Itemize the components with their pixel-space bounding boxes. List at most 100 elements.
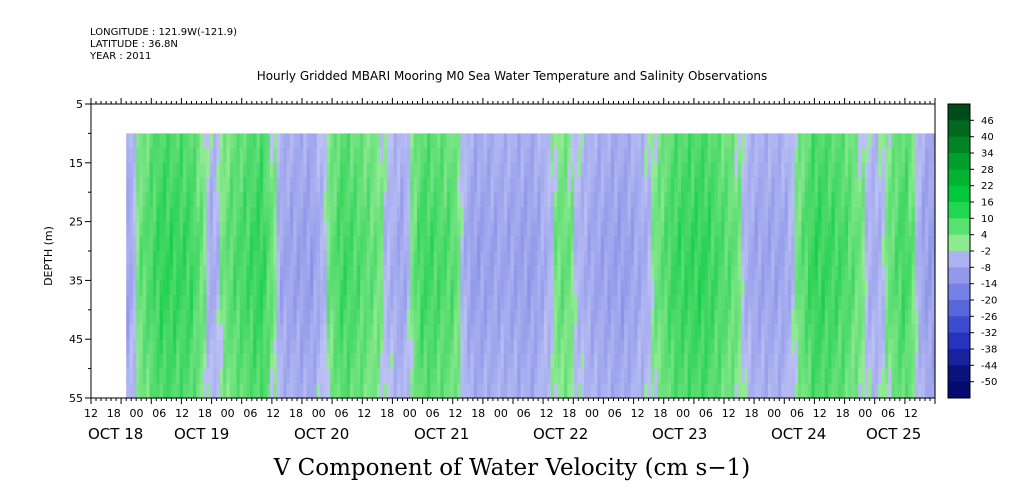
heatmap-cell [767, 383, 772, 399]
heatmap-cell [741, 353, 746, 370]
heatmap-cell [386, 206, 391, 223]
heatmap-cell [667, 236, 672, 252]
heatmap-cell [453, 368, 458, 384]
heatmap-cell [660, 177, 665, 193]
heatmap-cell [299, 236, 304, 252]
heatmap-cell [550, 192, 555, 208]
heatmap-cell [136, 309, 141, 326]
heatmap-cell [279, 280, 284, 296]
heatmap-cell [904, 324, 909, 340]
heatmap-cell [487, 251, 492, 267]
heatmap-cell [353, 162, 358, 179]
heatmap-cell [747, 353, 752, 370]
heatmap-cell [520, 280, 525, 296]
heatmap-cell [346, 162, 351, 179]
heatmap-cell [664, 309, 669, 326]
heatmap-cell [560, 353, 565, 370]
y-tick-label: 35 [69, 274, 83, 287]
heatmap-cell [838, 383, 843, 399]
heatmap-cell [483, 383, 488, 399]
heatmap-cell [487, 177, 492, 193]
heatmap-cell [373, 133, 378, 149]
heatmap-cell [874, 251, 879, 267]
heatmap-cell [493, 324, 498, 340]
heatmap-cell [553, 206, 558, 223]
heatmap-cell [911, 309, 916, 326]
heatmap-cell [330, 368, 334, 384]
heatmap-cell [737, 251, 742, 267]
heatmap-cell [380, 353, 385, 370]
heatmap-cell [864, 280, 869, 296]
x-tick-label: 06 [426, 407, 440, 420]
heatmap-cell [781, 236, 786, 252]
heatmap-cell [233, 324, 238, 340]
heatmap-cell [928, 339, 933, 355]
heatmap-cell [316, 368, 321, 384]
heatmap-cell [530, 295, 535, 311]
heatmap-cell [313, 162, 318, 179]
heatmap-cell [634, 236, 639, 252]
heatmap-cell [266, 324, 271, 340]
heatmap-cell [426, 383, 431, 399]
heatmap-cell [330, 309, 334, 326]
heatmap-cell [152, 177, 157, 193]
heatmap-cell [406, 295, 411, 311]
heatmap-cell [393, 383, 398, 399]
heatmap-cell [567, 324, 572, 340]
heatmap-cell [483, 280, 488, 296]
heatmap-cell [560, 251, 565, 267]
heatmap-cell [577, 280, 582, 296]
heatmap-cell [757, 280, 762, 296]
heatmap-cell [741, 221, 746, 237]
heatmap-cell [854, 353, 859, 370]
heatmap-cell [346, 324, 351, 340]
heatmap-cell [323, 251, 328, 267]
heatmap-cell [286, 221, 291, 237]
heatmap-cell [283, 309, 288, 326]
heatmap-cell [691, 236, 695, 252]
heatmap-cell [680, 162, 685, 179]
heatmap-cell [219, 368, 224, 384]
heatmap-cell [450, 309, 455, 326]
heatmap-cell [193, 309, 197, 326]
heatmap-cell [179, 309, 184, 326]
heatmap-cell [804, 206, 809, 223]
heatmap-cell [289, 353, 294, 370]
heatmap-cell [423, 236, 428, 252]
heatmap-cell [176, 383, 181, 399]
heatmap-cell [179, 236, 184, 252]
heatmap-cell [209, 324, 214, 340]
heatmap-cell [176, 221, 181, 237]
heatmap-cell [430, 236, 435, 252]
heatmap-cell [320, 368, 324, 384]
heatmap-cell [697, 251, 702, 267]
heatmap-cell [654, 162, 659, 179]
heatmap-cell [273, 265, 278, 281]
heatmap-cell [657, 221, 662, 237]
heatmap-cell [269, 148, 274, 164]
heatmap-cell [848, 251, 853, 267]
heatmap-cell [483, 206, 488, 223]
heatmap-cell [320, 236, 324, 252]
heatmap-cell [584, 324, 588, 340]
heatmap-cell [543, 295, 548, 311]
heatmap-cell [727, 309, 732, 326]
heatmap-cell [186, 148, 191, 164]
heatmap-cell [838, 265, 843, 281]
heatmap-cell [811, 177, 816, 193]
heatmap-cell [684, 133, 689, 149]
heatmap-cell [266, 206, 271, 223]
heatmap-cell [814, 353, 819, 370]
heatmap-cell [370, 265, 375, 281]
heatmap-cell [239, 192, 244, 208]
heatmap-cell [771, 353, 776, 370]
heatmap-cell [363, 383, 368, 399]
heatmap-cell [567, 383, 572, 399]
heatmap-cell [289, 339, 294, 355]
heatmap-cell [861, 295, 866, 311]
heatmap-cell [814, 368, 819, 384]
heatmap-cell [517, 383, 522, 399]
heatmap-cell [590, 221, 595, 237]
heatmap-cell [831, 295, 836, 311]
heatmap-cell [764, 177, 769, 193]
